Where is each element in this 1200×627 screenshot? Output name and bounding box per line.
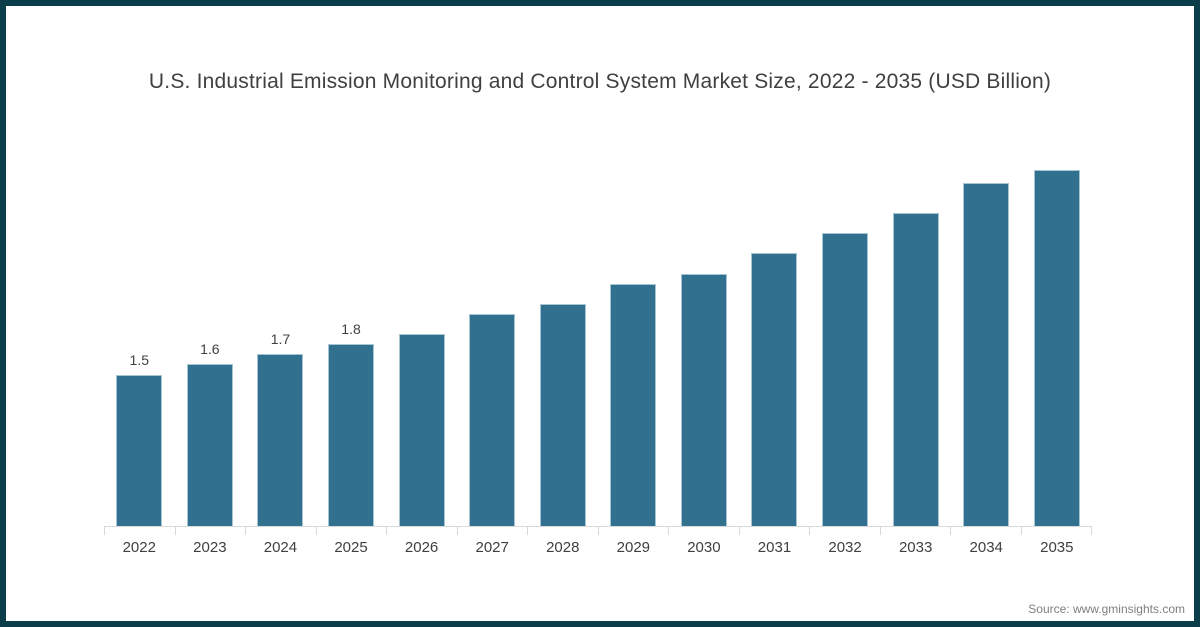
x-axis-label: 2026 [404,539,439,556]
bar-value-label: 1.7 [270,331,291,348]
x-axis-label: 2025 [334,539,368,556]
bar-2030 [680,273,727,526]
axis-tick [1020,527,1092,535]
x-axis-label: 2022 [122,539,156,556]
x-axis-label: 2027 [475,539,509,556]
bar-column: 1.5 [104,147,175,526]
bar-column [386,147,457,526]
axis-tick [315,527,387,535]
bar-column [598,147,669,526]
x-axis-label: 2028 [546,539,580,556]
bar-2025 [328,344,375,526]
axis-tick [527,527,598,535]
bar-value-label: 1.5 [129,351,150,368]
axis-tick [738,527,810,535]
bar-column: 1.6 [175,147,246,526]
bar-column [1022,147,1093,526]
bar-2034 [963,182,1010,526]
bar-2033 [892,212,939,526]
axis-tick [245,527,316,535]
bars-row: 1.5 1.6 1.7 1.8 [104,147,1092,527]
x-axis-label: 2031 [757,539,792,556]
axis-tick [950,527,1021,535]
bar-2029 [610,283,657,526]
x-axis-label: 2030 [687,539,721,556]
bar-2026 [398,334,445,526]
axis-tick [174,527,246,535]
x-axis-label: 2035 [1040,539,1074,556]
bar-value-label: 1.6 [200,341,220,358]
bar-2023 [186,364,233,526]
axis-tick [386,527,457,535]
x-axis-label: 2029 [616,539,651,556]
chart-title: U.S. Industrial Emission Monitoring and … [148,70,1052,93]
x-axis-label: 2024 [263,539,298,556]
bar-2032 [822,233,869,526]
bar-column [669,147,740,526]
axis-tick [668,527,739,535]
x-axis-label: 2023 [193,539,227,556]
bar-2022 [116,374,163,526]
source-note: Source: www.gminsights.com [1028,602,1185,616]
bar-column [810,147,881,526]
bar-2035 [1033,169,1080,526]
axis-tick [809,527,880,535]
axis-tick [879,527,951,535]
bar-2027 [469,313,516,526]
axis-tick [456,527,528,535]
plot-area: 1.5 1.6 1.7 1.8 2022 2023 2024 2025 2026 2027 202… [104,147,1092,556]
x-axis-label: 2033 [898,539,933,556]
bar-column: 1.7 [245,147,316,526]
x-axis-label: 2032 [828,539,862,556]
x-axis-label: 2034 [969,539,1003,556]
x-axis-ticks [104,527,1092,535]
bar-2024 [257,354,304,526]
bar-column [739,147,810,526]
bar-column [951,147,1022,526]
x-labels-row: 2022 2023 2024 2025 2026 2027 2028 2029 2030 2031… [104,535,1092,556]
bar-column: 1.8 [316,147,387,526]
axis-tick [104,527,175,535]
bar-column [880,147,951,526]
bar-2031 [751,253,798,526]
bar-value-label: 1.8 [341,321,361,338]
axis-tick [597,527,669,535]
bar-2028 [539,303,586,526]
bar-column [527,147,598,526]
bar-column [457,147,528,526]
